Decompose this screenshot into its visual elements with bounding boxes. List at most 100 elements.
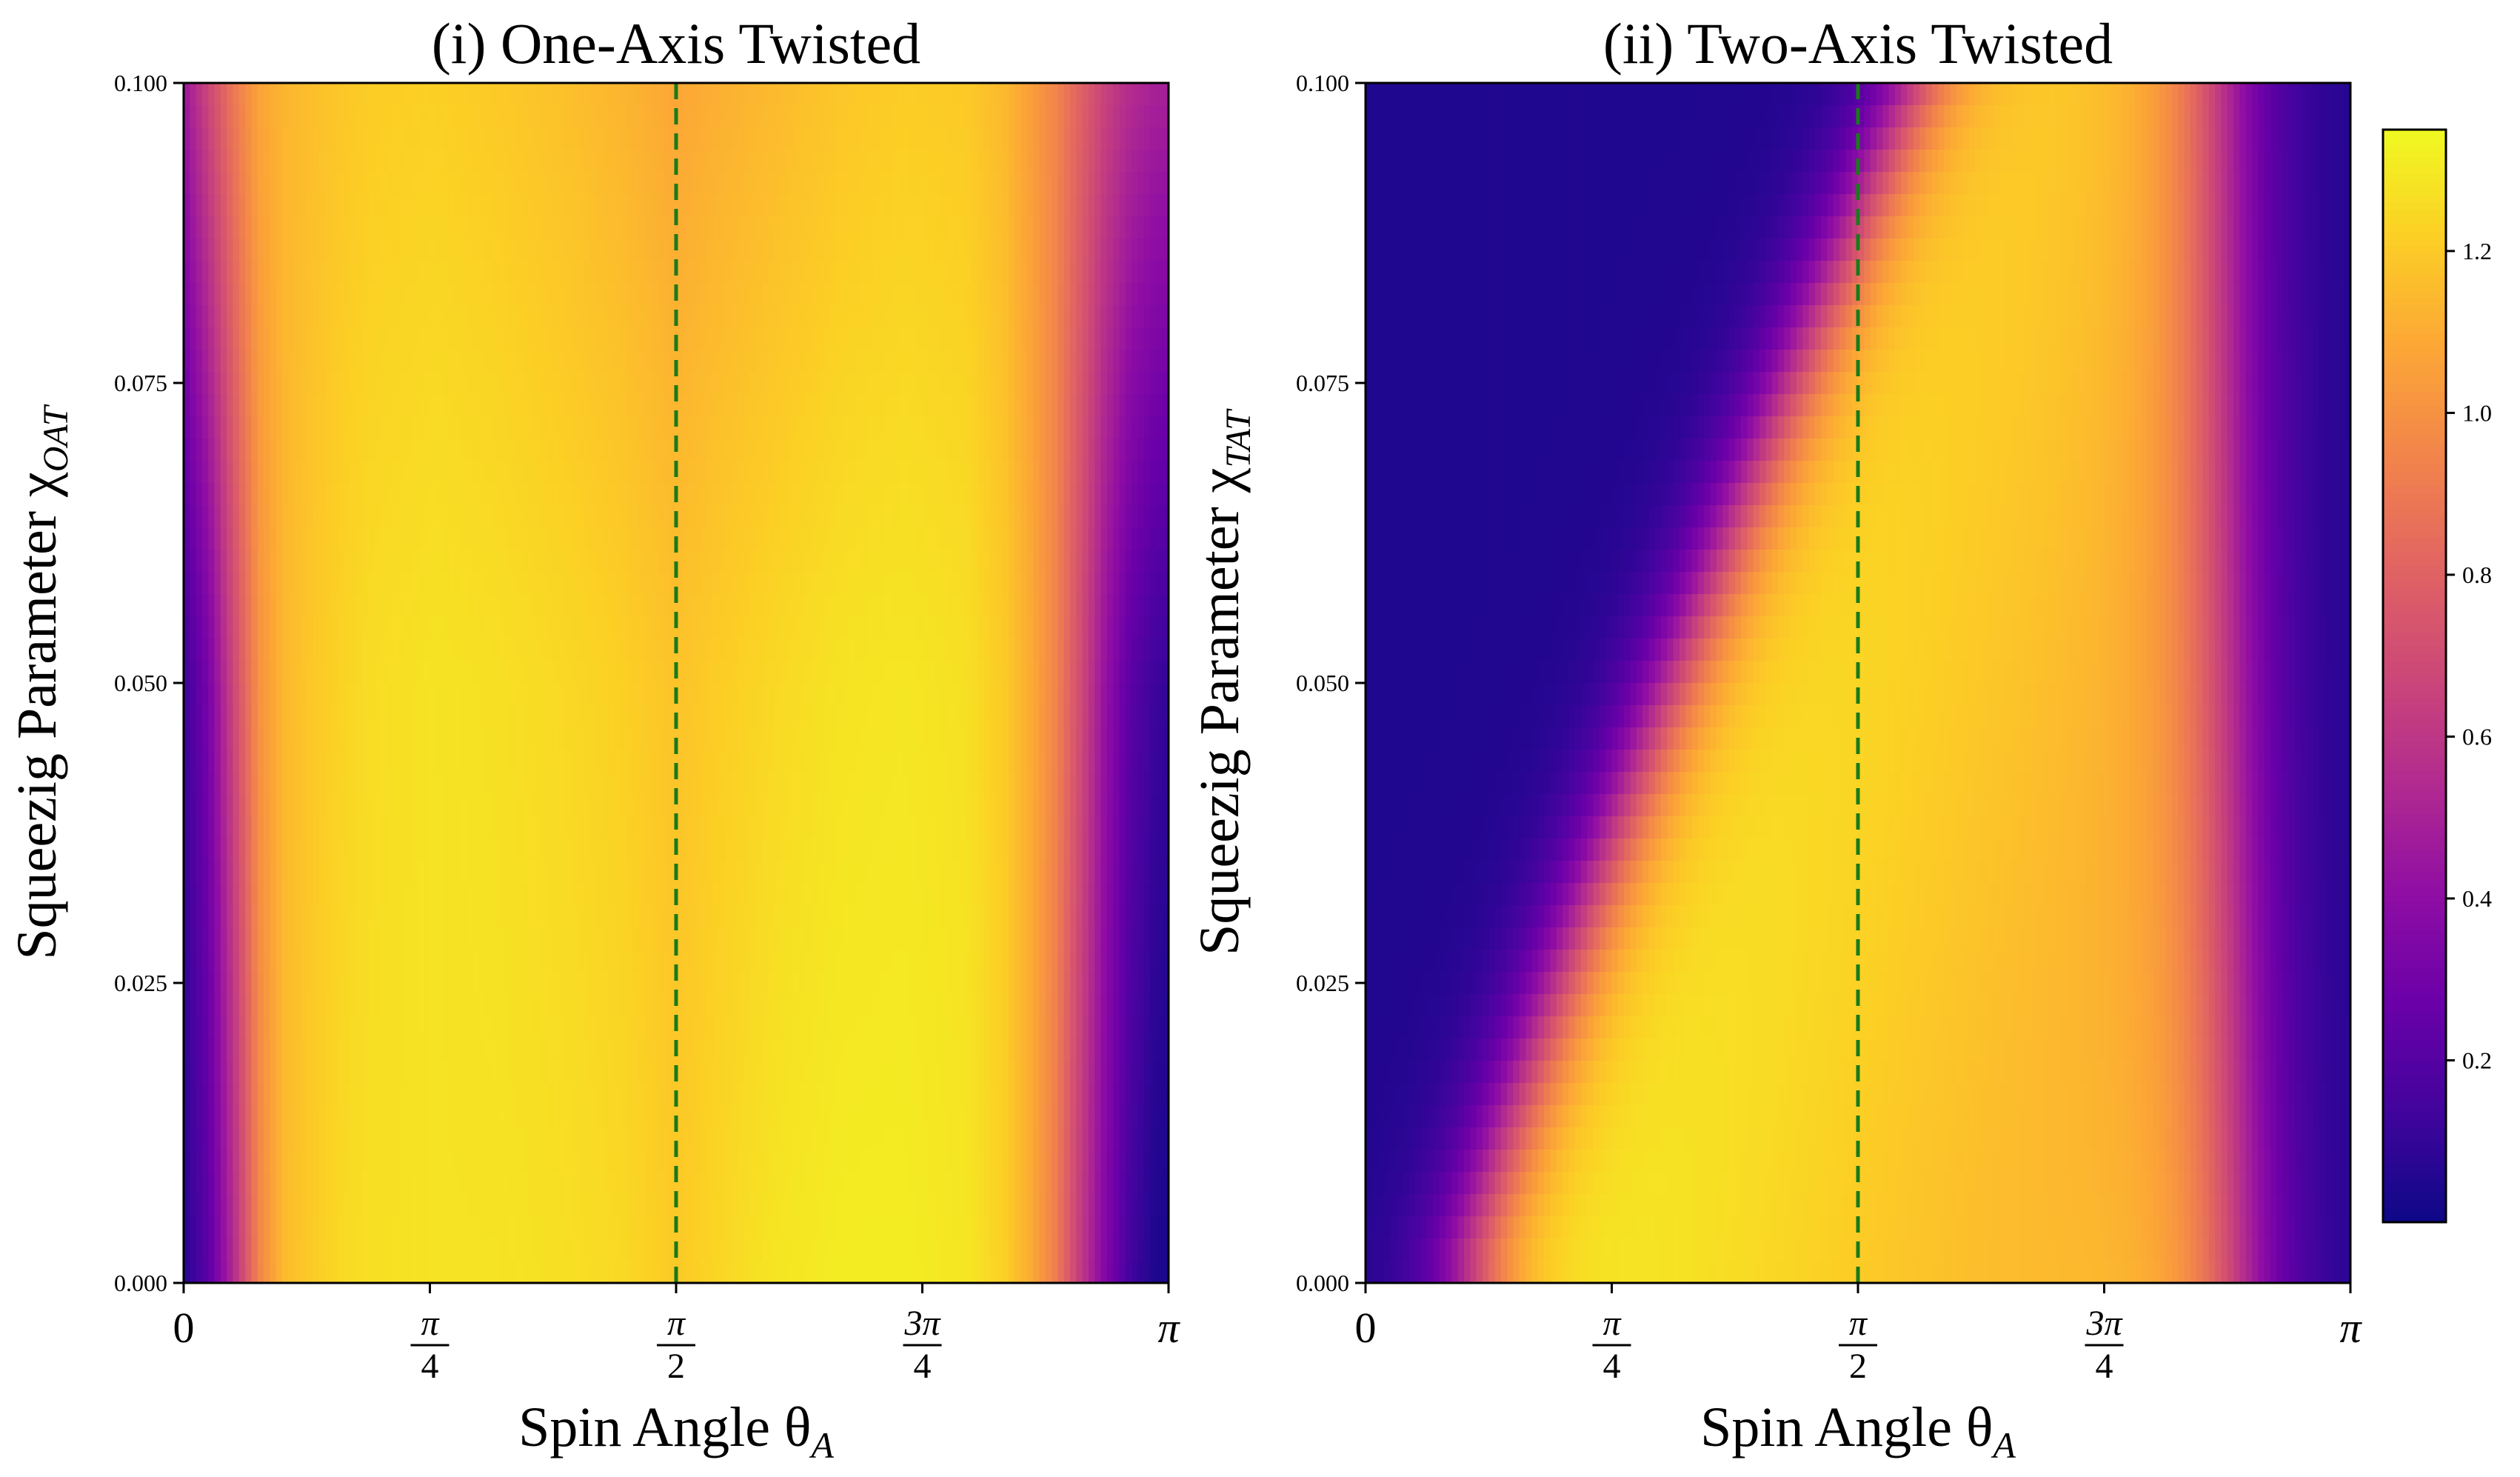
heatmap-cell <box>836 327 843 350</box>
heatmap-cell <box>552 372 560 395</box>
heatmap-cell <box>313 305 320 328</box>
heatmap-cell <box>270 194 277 217</box>
heatmap-cell <box>688 416 695 439</box>
heatmap-cell <box>381 505 388 528</box>
heatmap-cell <box>424 416 431 439</box>
heatmap-cell <box>325 261 332 284</box>
heatmap-cell <box>565 216 572 239</box>
heatmap-cell <box>350 194 357 217</box>
heatmap-cell <box>374 705 381 728</box>
heatmap-cell <box>829 727 837 750</box>
heatmap-cell <box>1088 216 1096 239</box>
heatmap-cell <box>909 616 917 639</box>
heatmap-cell <box>1076 527 1083 550</box>
heatmap-cell <box>1002 327 1009 350</box>
heatmap-cell <box>811 394 818 417</box>
heatmap-cell <box>270 327 277 350</box>
heatmap-cell <box>282 594 290 617</box>
heatmap-cell <box>294 327 301 350</box>
heatmap-cell <box>491 616 498 639</box>
heatmap-cell <box>768 216 775 239</box>
heatmap-cell <box>1045 394 1052 417</box>
heatmap-cell <box>989 639 997 661</box>
heatmap-cell <box>282 172 290 195</box>
heatmap-cell <box>775 639 782 661</box>
heatmap-cell <box>1106 83 1114 106</box>
heatmap-cell <box>595 350 604 373</box>
heatmap-cell <box>664 239 671 261</box>
heatmap-cell <box>651 283 658 306</box>
heatmap-cell <box>1052 239 1059 261</box>
heatmap-cell <box>738 661 745 684</box>
heatmap-cell <box>1113 216 1120 239</box>
heatmap-cell <box>245 105 253 128</box>
heatmap-cell <box>541 350 548 373</box>
heatmap-cell <box>282 261 290 284</box>
heatmap-cell <box>1143 194 1151 217</box>
heatmap-cell <box>595 461 604 484</box>
heatmap-cell <box>676 705 684 728</box>
heatmap-cell <box>245 705 253 728</box>
heatmap-cell <box>725 572 732 595</box>
heatmap-cell <box>996 572 1003 595</box>
heatmap-cell <box>1137 727 1145 750</box>
heatmap-cell <box>669 483 677 506</box>
heatmap-cell <box>331 283 338 306</box>
heatmap-cell <box>448 372 455 395</box>
heatmap-cell <box>368 172 375 195</box>
heatmap-cell <box>1039 572 1046 595</box>
heatmap-cell <box>214 172 221 195</box>
heatmap-cell <box>972 172 979 195</box>
heatmap-cell <box>860 594 868 617</box>
heatmap-cell <box>442 127 449 150</box>
heatmap-cell <box>392 483 400 506</box>
heatmap-cell <box>411 283 418 306</box>
heatmap-cell <box>1063 483 1071 506</box>
heatmap-cell <box>325 150 332 173</box>
heatmap-cell <box>1119 750 1126 773</box>
heatmap-cell <box>928 83 935 106</box>
heatmap-cell <box>589 239 597 261</box>
heatmap-cell <box>1020 572 1028 595</box>
heatmap-cell <box>608 750 615 773</box>
heatmap-cell <box>749 350 757 373</box>
heatmap-cell <box>621 327 628 350</box>
heatmap-cell <box>731 83 738 106</box>
heatmap-cell <box>676 750 684 773</box>
heatmap-cell <box>350 439 357 461</box>
heatmap-cell <box>467 683 474 706</box>
heatmap-cell <box>589 705 597 728</box>
heatmap-cell <box>879 83 886 106</box>
heatmap-cell <box>1106 305 1114 328</box>
heatmap-cell <box>1033 505 1040 528</box>
heatmap-cell <box>1100 172 1108 195</box>
heatmap-cell <box>472 261 480 284</box>
heatmap-cell <box>541 261 548 284</box>
heatmap-cell <box>1162 216 1169 239</box>
heatmap-cell <box>792 172 801 195</box>
heatmap-cell <box>368 372 375 395</box>
heatmap-cell <box>1020 750 1028 773</box>
heatmap-cell <box>959 683 966 706</box>
heatmap-cell <box>405 594 412 617</box>
heatmap-cell <box>1100 439 1108 461</box>
heatmap-cell <box>448 639 455 661</box>
heatmap-cell <box>621 727 628 750</box>
heatmap-cell <box>435 683 443 706</box>
heatmap-cell <box>515 150 523 173</box>
heatmap-cell <box>811 572 818 595</box>
heatmap-cell <box>836 372 843 395</box>
heatmap-cell <box>515 83 523 106</box>
heatmap-cell <box>411 83 418 106</box>
heatmap-cell <box>823 372 831 395</box>
heatmap-cell <box>238 261 246 284</box>
heatmap-cell <box>282 616 290 639</box>
heatmap-cell <box>879 105 886 128</box>
heatmap-cell <box>307 439 314 461</box>
heatmap-cell <box>688 261 695 284</box>
heatmap-cell <box>282 83 290 106</box>
heatmap-cell <box>749 83 757 106</box>
heatmap-cell <box>626 283 634 306</box>
heatmap-cell <box>515 283 523 306</box>
heatmap-cell <box>1156 527 1163 550</box>
